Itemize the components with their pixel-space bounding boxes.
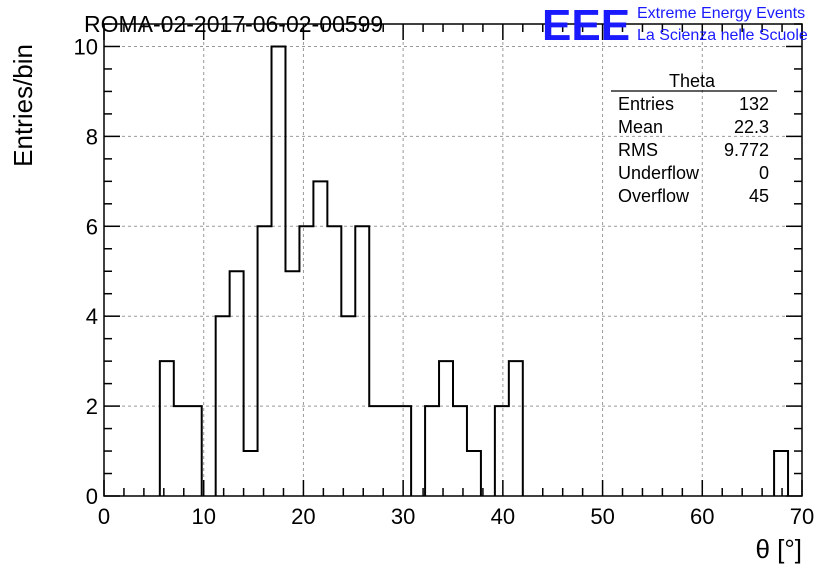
stats-value-underflow: 0: [759, 163, 769, 183]
stats-value-mean: 22.3: [734, 117, 769, 137]
run-title: ROMA-02-2017-06-02-00599: [84, 11, 383, 37]
x-axis-title: θ [°]: [755, 534, 802, 564]
x-tick-label: 40: [491, 504, 515, 529]
x-tick-labels: 0 10 20 30 40 50 60 70: [98, 504, 814, 529]
logo-line-1: Extreme Energy Events: [637, 5, 805, 22]
plot-frame: [103, 23, 803, 497]
logo-mark: EEE: [542, 1, 630, 50]
stats-label-rms: RMS: [618, 140, 658, 160]
stats-value-overflow: 45: [749, 186, 769, 206]
y-tick-label: 8: [86, 124, 98, 149]
y-tick-labels: 0 2 4 6 8 10: [74, 34, 98, 509]
stats-value-entries: 132: [739, 94, 769, 114]
x-tick-label: 50: [590, 504, 614, 529]
y-tick-label: 6: [86, 214, 98, 239]
stats-label-entries: Entries: [618, 94, 674, 114]
grid: [104, 24, 802, 496]
x-tick-label: 10: [191, 504, 215, 529]
x-tick-label: 60: [690, 504, 714, 529]
x-tick-label: 20: [291, 504, 315, 529]
stats-label-overflow: Overflow: [618, 186, 690, 206]
axis-ticks: [103, 23, 803, 497]
y-axis-title: Entries/bin: [8, 44, 38, 167]
histogram-outline: [158, 45, 790, 496]
stats-label-mean: Mean: [618, 117, 663, 137]
y-tick-label: 0: [86, 484, 98, 509]
stats-label-underflow: Underflow: [618, 163, 700, 183]
stats-title: Theta: [669, 71, 716, 91]
x-tick-label: 0: [98, 504, 110, 529]
y-tick-label: 10: [74, 34, 98, 59]
stats-box: Theta Entries 132 Mean 22.3 RMS 9.772 Un…: [611, 71, 777, 206]
x-tick-label: 70: [790, 504, 814, 529]
y-tick-label: 2: [86, 394, 98, 419]
y-tick-label: 4: [86, 304, 98, 329]
stats-value-rms: 9.772: [724, 140, 769, 160]
x-tick-label: 30: [391, 504, 415, 529]
logo-line-2: La Scienza nelle Scuole: [637, 27, 808, 44]
